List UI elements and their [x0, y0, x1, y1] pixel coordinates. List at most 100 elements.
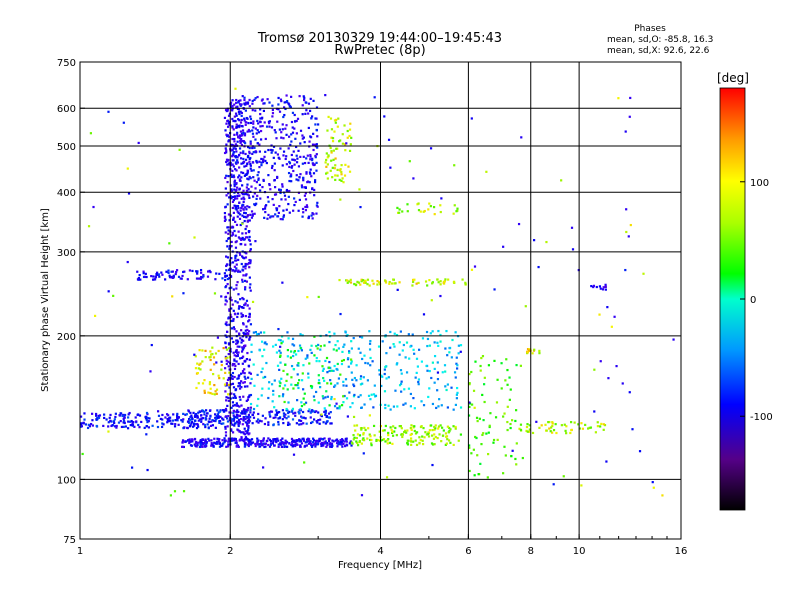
- data-point: [248, 146, 251, 150]
- data-point: [487, 452, 490, 456]
- data-point: [493, 288, 496, 291]
- data-point: [217, 440, 220, 443]
- data-point: [118, 414, 121, 417]
- data-point: [262, 438, 265, 441]
- data-point: [280, 198, 283, 201]
- data-point: [142, 270, 145, 273]
- data-point: [226, 277, 229, 281]
- data-point: [210, 442, 213, 445]
- data-point: [306, 154, 309, 157]
- data-point: [195, 277, 199, 280]
- data-point: [184, 413, 187, 416]
- data-point: [267, 174, 270, 177]
- data-point: [525, 429, 528, 433]
- data-point: [281, 441, 284, 444]
- data-point: [241, 268, 244, 271]
- data-point: [205, 412, 209, 415]
- data-point: [300, 186, 304, 189]
- data-point: [355, 436, 358, 440]
- y-tick-label: 400: [57, 188, 76, 199]
- data-point: [203, 444, 207, 448]
- data-point: [225, 239, 228, 243]
- data-point: [444, 370, 447, 373]
- data-point: [297, 149, 300, 152]
- data-point: [235, 186, 239, 189]
- data-point: [336, 440, 340, 443]
- data-point: [213, 292, 217, 295]
- data-point: [200, 410, 204, 413]
- data-point: [433, 425, 436, 429]
- data-point: [332, 348, 335, 351]
- data-point: [173, 425, 177, 428]
- data-point: [249, 283, 252, 286]
- data-point: [316, 205, 319, 208]
- data-point: [376, 280, 379, 283]
- data-point: [252, 407, 256, 411]
- data-point: [245, 225, 248, 228]
- data-point: [301, 137, 304, 140]
- data-point: [240, 238, 243, 241]
- data-point: [381, 340, 384, 343]
- data-point: [271, 115, 274, 118]
- data-point: [294, 444, 297, 448]
- data-point: [272, 215, 275, 218]
- data-point: [237, 382, 241, 385]
- data-point: [329, 117, 333, 120]
- data-point: [221, 439, 224, 442]
- data-point: [394, 389, 397, 392]
- data-point: [548, 427, 551, 430]
- data-point: [540, 424, 543, 427]
- data-point: [324, 440, 327, 443]
- data-point: [248, 337, 251, 340]
- data-point: [233, 103, 236, 106]
- data-point: [299, 142, 302, 145]
- data-point: [90, 422, 93, 426]
- data-point: [451, 338, 454, 342]
- data-point: [277, 108, 280, 111]
- data-point: [257, 421, 260, 424]
- data-point: [252, 411, 255, 414]
- data-point: [276, 364, 280, 367]
- data-point: [247, 413, 251, 417]
- data-point: [193, 415, 197, 418]
- data-point: [428, 344, 431, 347]
- data-point: [244, 236, 248, 239]
- data-point: [293, 349, 296, 353]
- data-point: [235, 287, 238, 290]
- data-point: [232, 216, 235, 219]
- data-point: [174, 272, 177, 276]
- data-point: [435, 406, 438, 410]
- data-point: [295, 161, 299, 164]
- data-point: [527, 430, 531, 433]
- data-point: [211, 424, 214, 427]
- data-point: [281, 128, 284, 131]
- data-point: [231, 169, 234, 172]
- data-point: [256, 440, 259, 443]
- data-point: [297, 165, 301, 168]
- data-point: [243, 372, 246, 375]
- data-point: [359, 351, 362, 354]
- data-point: [244, 288, 247, 291]
- data-point: [138, 426, 141, 429]
- data-point: [343, 143, 347, 146]
- y-axis-label: Stationary phase Virtual Height [km]: [40, 208, 51, 392]
- data-point: [473, 474, 476, 477]
- data-point: [474, 360, 477, 363]
- data-point: [268, 381, 271, 384]
- data-point: [545, 429, 548, 432]
- data-point: [442, 429, 445, 432]
- data-point: [237, 332, 241, 335]
- data-point: [272, 393, 275, 396]
- data-point: [230, 257, 233, 260]
- data-point: [398, 211, 401, 214]
- data-point: [201, 382, 205, 385]
- data-point: [344, 163, 347, 166]
- data-point: [366, 278, 370, 281]
- data-point: [247, 442, 251, 445]
- data-point: [296, 439, 300, 442]
- data-point: [236, 340, 240, 343]
- data-point: [248, 206, 251, 209]
- data-point: [384, 406, 387, 410]
- data-point: [281, 185, 284, 188]
- data-point: [226, 417, 229, 420]
